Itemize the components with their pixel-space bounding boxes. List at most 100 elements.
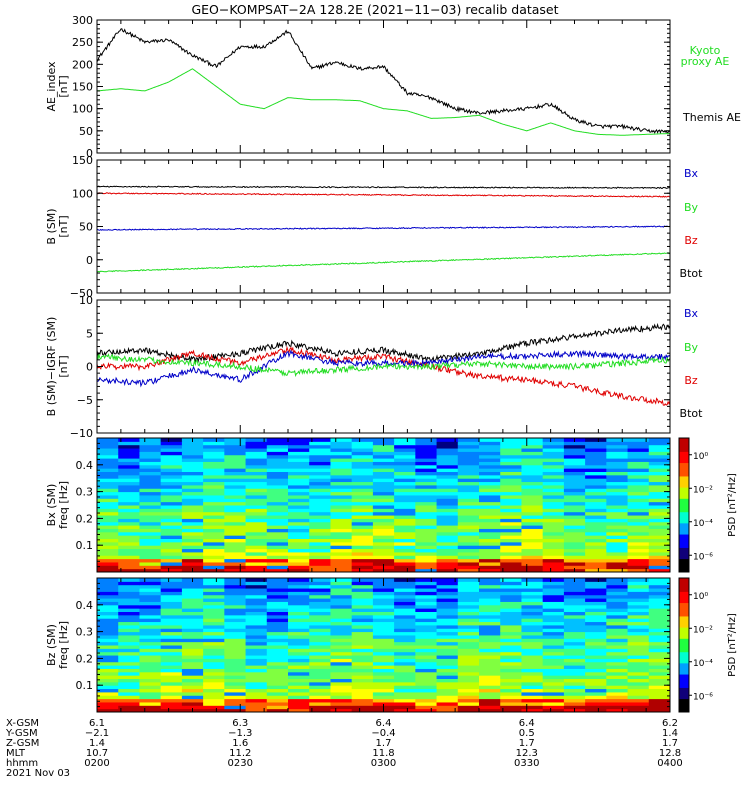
spectrogram-cell — [118, 464, 140, 469]
spectrogram-cell — [330, 614, 353, 619]
spectrogram-cell — [648, 678, 671, 683]
spectrogram-cell — [266, 591, 289, 596]
spectrogram-cell — [542, 555, 565, 560]
spectrogram-cell — [500, 655, 522, 659]
spectrogram-cell — [330, 665, 353, 669]
spectrogram-cell — [224, 631, 247, 636]
spectrogram-cell — [521, 511, 544, 516]
spectrogram-cell — [627, 584, 650, 589]
spectrogram-cell — [585, 708, 607, 713]
spectrogram-cell — [606, 441, 629, 446]
spectrogram-cell — [606, 561, 629, 566]
spectrogram-cell — [521, 688, 544, 693]
spectrogram-cell — [288, 678, 310, 683]
spectrogram-cell — [606, 584, 629, 589]
spectrogram-cell — [203, 581, 225, 586]
spectrogram-cell — [160, 648, 183, 653]
spectrogram-cell — [330, 505, 353, 509]
spectrogram-cell — [500, 705, 522, 710]
spectrogram-cell — [542, 494, 565, 499]
spectrogram-cell — [563, 624, 586, 629]
colorbar-tick-label: 10⁻² — [693, 485, 713, 495]
spectrogram-cell — [288, 458, 310, 462]
spectrogram-cell — [266, 551, 289, 556]
spectrogram-cell — [118, 488, 140, 493]
spectrogram-cell — [436, 628, 459, 633]
spectrogram-cell — [394, 438, 416, 442]
spectrogram-cell — [415, 558, 438, 563]
spectrogram-cell — [542, 708, 565, 713]
spectrogram-cell — [266, 494, 289, 499]
spectrogram-cell — [181, 481, 204, 486]
spectrogram-cell — [245, 598, 268, 602]
colorbar-segment — [679, 613, 689, 617]
spectrogram-cell — [97, 518, 119, 523]
colorbar-segment — [679, 602, 689, 606]
spectrogram-cell — [585, 505, 607, 509]
spectrogram-cell — [181, 618, 204, 623]
spectrogram-cell — [266, 461, 289, 466]
spectrogram-cell — [648, 671, 671, 676]
spectrogram-cell — [436, 668, 459, 673]
spectrogram-cell — [309, 594, 331, 599]
spectrogram-cell — [457, 525, 480, 529]
spectrogram-cell — [97, 521, 119, 526]
spectrogram-cell — [394, 601, 416, 606]
spectrogram-cell — [351, 601, 374, 606]
spectrogram-cell — [181, 441, 204, 446]
spectrogram-cell — [203, 601, 225, 606]
spectrogram-cell — [203, 505, 225, 509]
spectrogram-cell — [457, 621, 480, 626]
spectrogram-cell — [542, 681, 565, 686]
spectrogram-cell — [606, 655, 629, 659]
spectrogram-cell — [457, 511, 480, 516]
spectrogram-cell — [330, 531, 353, 536]
spectrogram-cell — [606, 451, 629, 456]
spectrogram-cell — [330, 464, 353, 469]
spectrogram-cell — [479, 591, 501, 596]
spectrogram-cell — [245, 494, 268, 499]
spectrogram-cell — [351, 565, 374, 570]
spectrogram-cell — [394, 614, 416, 619]
spectrogram-cell — [288, 695, 310, 700]
spectrogram-cell — [160, 444, 183, 449]
spectrogram-cell — [542, 471, 565, 476]
spectrogram-cell — [648, 604, 671, 609]
spectrogram-cell — [203, 478, 225, 483]
spectrogram-cell — [118, 698, 140, 703]
colorbar-segment — [679, 511, 689, 515]
spectrogram-cell — [479, 454, 501, 459]
spectrogram-cell — [542, 594, 565, 599]
spectrogram-cell — [245, 568, 268, 573]
y-axis-unit: freq [Hz] — [57, 621, 70, 669]
spectrogram-cell — [585, 461, 607, 466]
spectrogram-cell — [266, 548, 289, 553]
spectrogram-cell — [627, 678, 650, 683]
spectrogram-cell — [330, 661, 353, 666]
spectrogram-cell — [542, 528, 565, 533]
spectrogram-cell — [224, 521, 247, 526]
spectrogram-cell — [266, 631, 289, 636]
spectrogram-cell — [394, 594, 416, 599]
colorbar-segment — [679, 685, 689, 688]
spectrogram-cell — [245, 454, 268, 459]
spectrogram-cell — [203, 491, 225, 496]
spectrogram-cell — [351, 685, 374, 690]
spectrogram-cell — [457, 488, 480, 493]
spectrogram-cell — [97, 488, 119, 493]
spectrogram-cell — [181, 551, 204, 556]
spectrogram-cell — [627, 464, 650, 469]
spectrogram-cell — [627, 708, 650, 713]
legend-btot: Btot — [680, 267, 704, 280]
spectrogram-cell — [436, 604, 459, 609]
spectrogram-cell — [521, 661, 544, 666]
spectrogram-cell — [394, 461, 416, 466]
colorbar-segment — [679, 520, 689, 524]
spectrogram-cell — [118, 681, 140, 686]
spectrogram-cell — [415, 565, 438, 570]
spectrogram-cell — [415, 658, 438, 663]
spectrogram-cell — [648, 695, 671, 700]
spectrogram-cell — [415, 551, 438, 556]
colorbar-segment — [679, 665, 689, 668]
spectrogram-cell — [563, 621, 586, 626]
